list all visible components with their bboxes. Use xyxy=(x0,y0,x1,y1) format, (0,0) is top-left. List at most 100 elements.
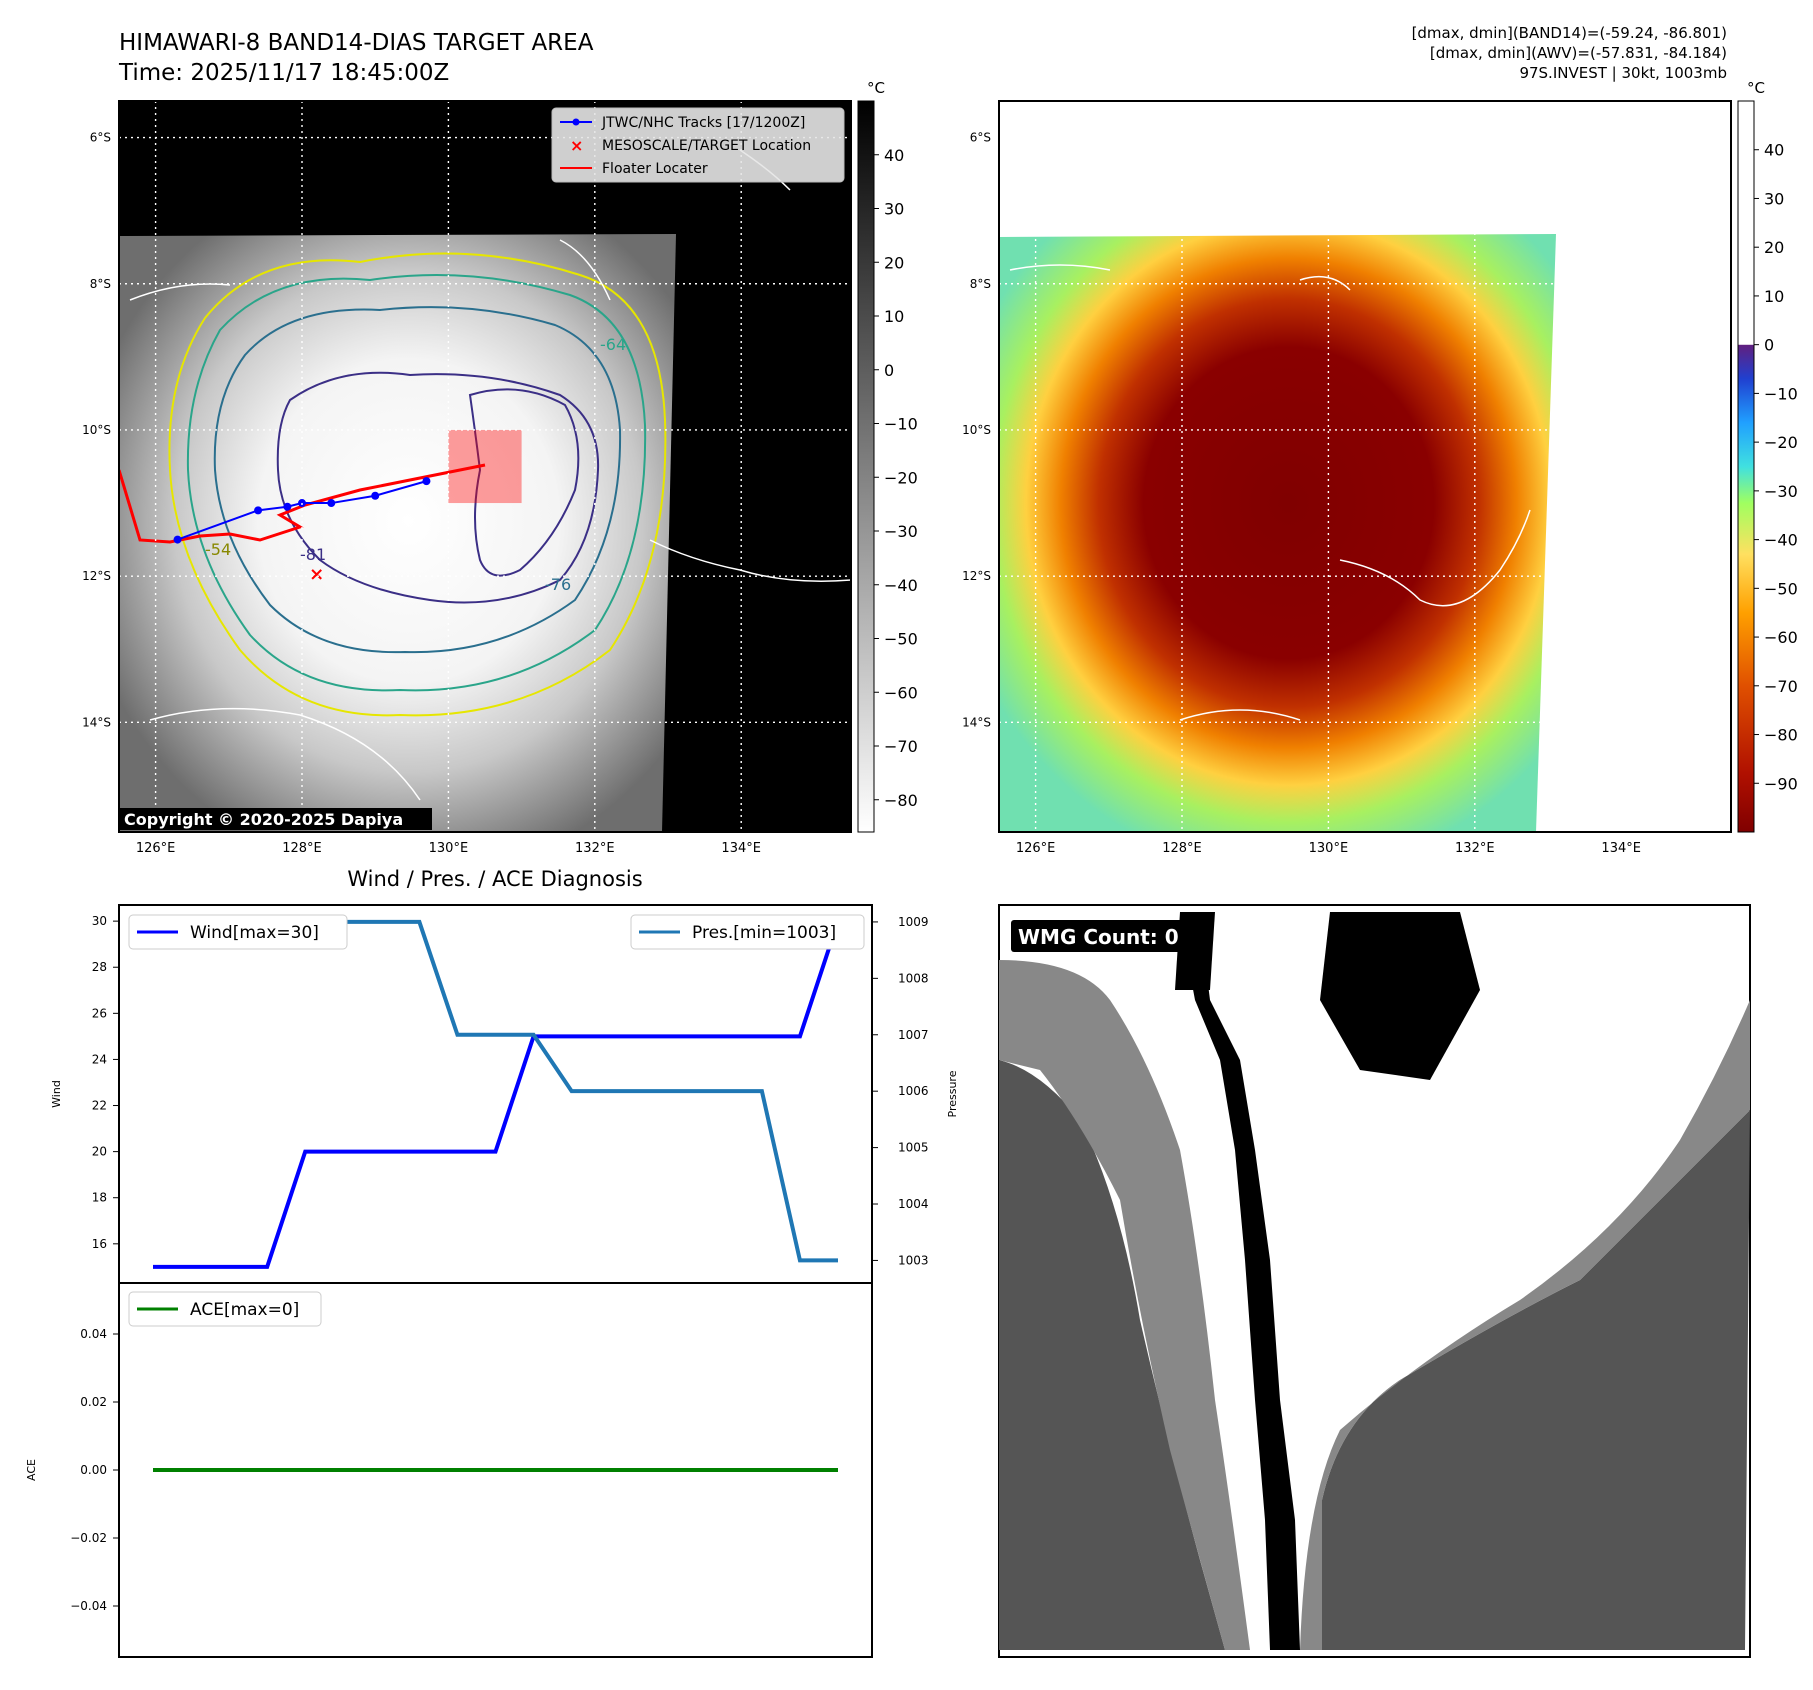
map-awv-panel: 6°S 8°S 10°S 12°S 14°S 126°E 128°E 130°E 132°E 13… xyxy=(962,100,1732,856)
lon-label: 128°E xyxy=(282,841,322,856)
wind-ytick-label: 20 xyxy=(92,1145,107,1159)
legend-floater-locater: Floater Locater xyxy=(602,161,708,177)
pressure-legend: Pres.[min=1003] xyxy=(630,914,865,950)
map1-contour-outer xyxy=(168,252,667,717)
wind-legend-label: Wind[max=30] xyxy=(190,923,319,943)
pressure-ytick-label: 1006 xyxy=(898,1084,929,1098)
legend-target-x-icon: × xyxy=(570,136,583,155)
info-storm: 97S.INVEST | 30kt, 1003mb xyxy=(1519,64,1727,82)
lat-label: 14°S xyxy=(962,715,991,729)
colorbar-tick-label: 0 xyxy=(884,361,894,380)
colorbar-tick-label: −80 xyxy=(1764,726,1798,745)
map2-frame xyxy=(998,100,1732,833)
wind-ytick-label: 18 xyxy=(92,1191,107,1205)
map1-coastline xyxy=(129,149,851,801)
figure-time: Time: 2025/11/17 18:45:00Z xyxy=(118,60,449,86)
pressure-ytick-label: 1003 xyxy=(898,1253,929,1267)
map2-gridlines xyxy=(999,101,1731,832)
ace-ytick-label: 0.04 xyxy=(80,1327,107,1341)
colorbar-tick-label: 10 xyxy=(884,307,904,326)
colorbar-band14: °C 40 30 20 10 0 −10 −20 −30 −40 −50 −60 −70 −80 xyxy=(857,79,918,833)
wind-ylabel: Wind xyxy=(50,1080,63,1108)
lon-label: 134°E xyxy=(1601,841,1641,856)
wind-chart-frame xyxy=(118,904,873,1284)
pressure-ytick-label: 1007 xyxy=(898,1028,929,1042)
figure-title: HIMAWARI-8 BAND14-DIAS TARGET AREA xyxy=(119,30,594,56)
lon-label: 132°E xyxy=(1455,841,1495,856)
ace-ytick-label: −0.04 xyxy=(70,1599,107,1613)
wmg-image xyxy=(999,912,1750,1650)
info-band14: [dmax, dmin](BAND14)=(-59.24, -86.801) xyxy=(1412,24,1727,42)
map2-coastline xyxy=(1009,264,1531,721)
colorbar-tick-label: −70 xyxy=(884,737,918,756)
contour-label: -54 xyxy=(205,540,231,559)
colorbar-tick-label: −30 xyxy=(884,522,918,541)
map1-contour-inner xyxy=(468,388,580,577)
map1-axis-labels: 6°S 8°S 10°S 12°S 14°S 126°E 128°E 130°E 132°E 13… xyxy=(82,131,761,856)
info-awv: [dmax, dmin](AWV)=(-57.831, -84.184) xyxy=(1430,44,1727,62)
pressure-ytick-label: 1004 xyxy=(898,1197,929,1211)
wmg-count-box xyxy=(1011,920,1189,952)
colorbar-tick-label: 40 xyxy=(884,146,904,165)
map1-gridlines xyxy=(119,101,851,832)
colorbar-tick-label: 10 xyxy=(1764,287,1784,306)
lon-label: 126°E xyxy=(1016,841,1056,856)
wind-ytick-label: 28 xyxy=(92,960,107,974)
colorbar-tick-label: −10 xyxy=(1764,384,1798,403)
colorbar-tick-label: −90 xyxy=(1764,774,1798,793)
map1-legend: JTWC/NHC Tracks [17/1200Z] × MESOSCALE/T… xyxy=(551,107,845,183)
legend-jtwc-track: JTWC/NHC Tracks [17/1200Z] xyxy=(601,115,805,131)
wind-pressure-chart: 16 18 20 22 24 26 28 30 1003 1004 1005 1006 1007 1008… xyxy=(50,904,959,1284)
pressure-ytick-label: 1005 xyxy=(898,1141,929,1155)
colorbar-tick-label: −10 xyxy=(884,415,918,434)
colorbar-tick-label: −20 xyxy=(1764,433,1798,452)
wmg-count-label: WMG Count: 0 xyxy=(1018,925,1179,949)
colorbar-tick-label: −60 xyxy=(1764,628,1798,647)
colorbar-tick-label: −70 xyxy=(1764,677,1798,696)
lat-label: 12°S xyxy=(82,569,111,583)
pressure-legend-label: Pres.[min=1003] xyxy=(692,923,836,943)
colorbar-tick-label: −40 xyxy=(1764,531,1798,550)
colorbar-tick-label: −20 xyxy=(884,468,918,487)
lon-label: 134°E xyxy=(721,841,761,856)
wind-ytick-label: 16 xyxy=(92,1237,107,1251)
map-band14-panel: × JTWC/NHC Tracks [17/1200Z] × MESOSCALE… xyxy=(82,100,852,856)
ace-ytick-label: −0.02 xyxy=(70,1531,107,1545)
colorbar-tick-label: 20 xyxy=(1764,238,1784,257)
wind-ytick-label: 22 xyxy=(92,1099,107,1113)
ace-ytick-label: 0.00 xyxy=(80,1463,107,1477)
lon-label: 130°E xyxy=(1309,841,1349,856)
pressure-ylabel: Pressure xyxy=(946,1070,959,1117)
lon-label: 130°E xyxy=(429,841,469,856)
wind-legend: Wind[max=30] xyxy=(128,914,348,950)
colorbar2-unit: °C xyxy=(1747,79,1765,97)
lat-label: 10°S xyxy=(82,423,111,437)
ace-chart: 0.04 0.02 0.00 −0.02 −0.04 ACE ACE[max=0] xyxy=(25,1282,873,1658)
map1-floater-locater xyxy=(119,463,486,544)
colorbar-tick-label: 0 xyxy=(1764,336,1774,355)
map2-axis-labels: 6°S 8°S 10°S 12°S 14°S 126°E 128°E 130°E 132°E 13… xyxy=(962,131,1641,856)
wind-ytick-label: 26 xyxy=(92,1006,107,1020)
legend-target-location: MESOSCALE/TARGET Location xyxy=(602,138,811,154)
map1-frame xyxy=(118,100,852,833)
lat-label: 12°S xyxy=(962,569,991,583)
colorbar-tick-label: 20 xyxy=(884,253,904,272)
colorbar1-unit: °C xyxy=(867,79,885,97)
colorbar-tick-label: −40 xyxy=(884,576,918,595)
map2-heatmap-image xyxy=(999,234,1556,832)
wind-ytick-label: 30 xyxy=(92,914,107,928)
colorbar-tick-label: −50 xyxy=(884,630,918,649)
wind-ytick-label: 24 xyxy=(92,1052,107,1066)
copyright-text: Copyright © 2020-2025 Dapiya xyxy=(124,810,403,829)
track-point xyxy=(173,535,182,544)
lat-label: 8°S xyxy=(970,277,991,291)
track-point xyxy=(371,491,380,500)
wind-series-line xyxy=(153,920,840,1269)
copyright-box xyxy=(120,808,432,830)
map1-contour-76 xyxy=(213,306,622,654)
pressure-ytick-label: 1008 xyxy=(898,971,929,985)
colorbar-tick-label: −80 xyxy=(884,791,918,810)
track-point xyxy=(327,499,336,508)
colorbar-tick-label: 40 xyxy=(1764,141,1784,160)
